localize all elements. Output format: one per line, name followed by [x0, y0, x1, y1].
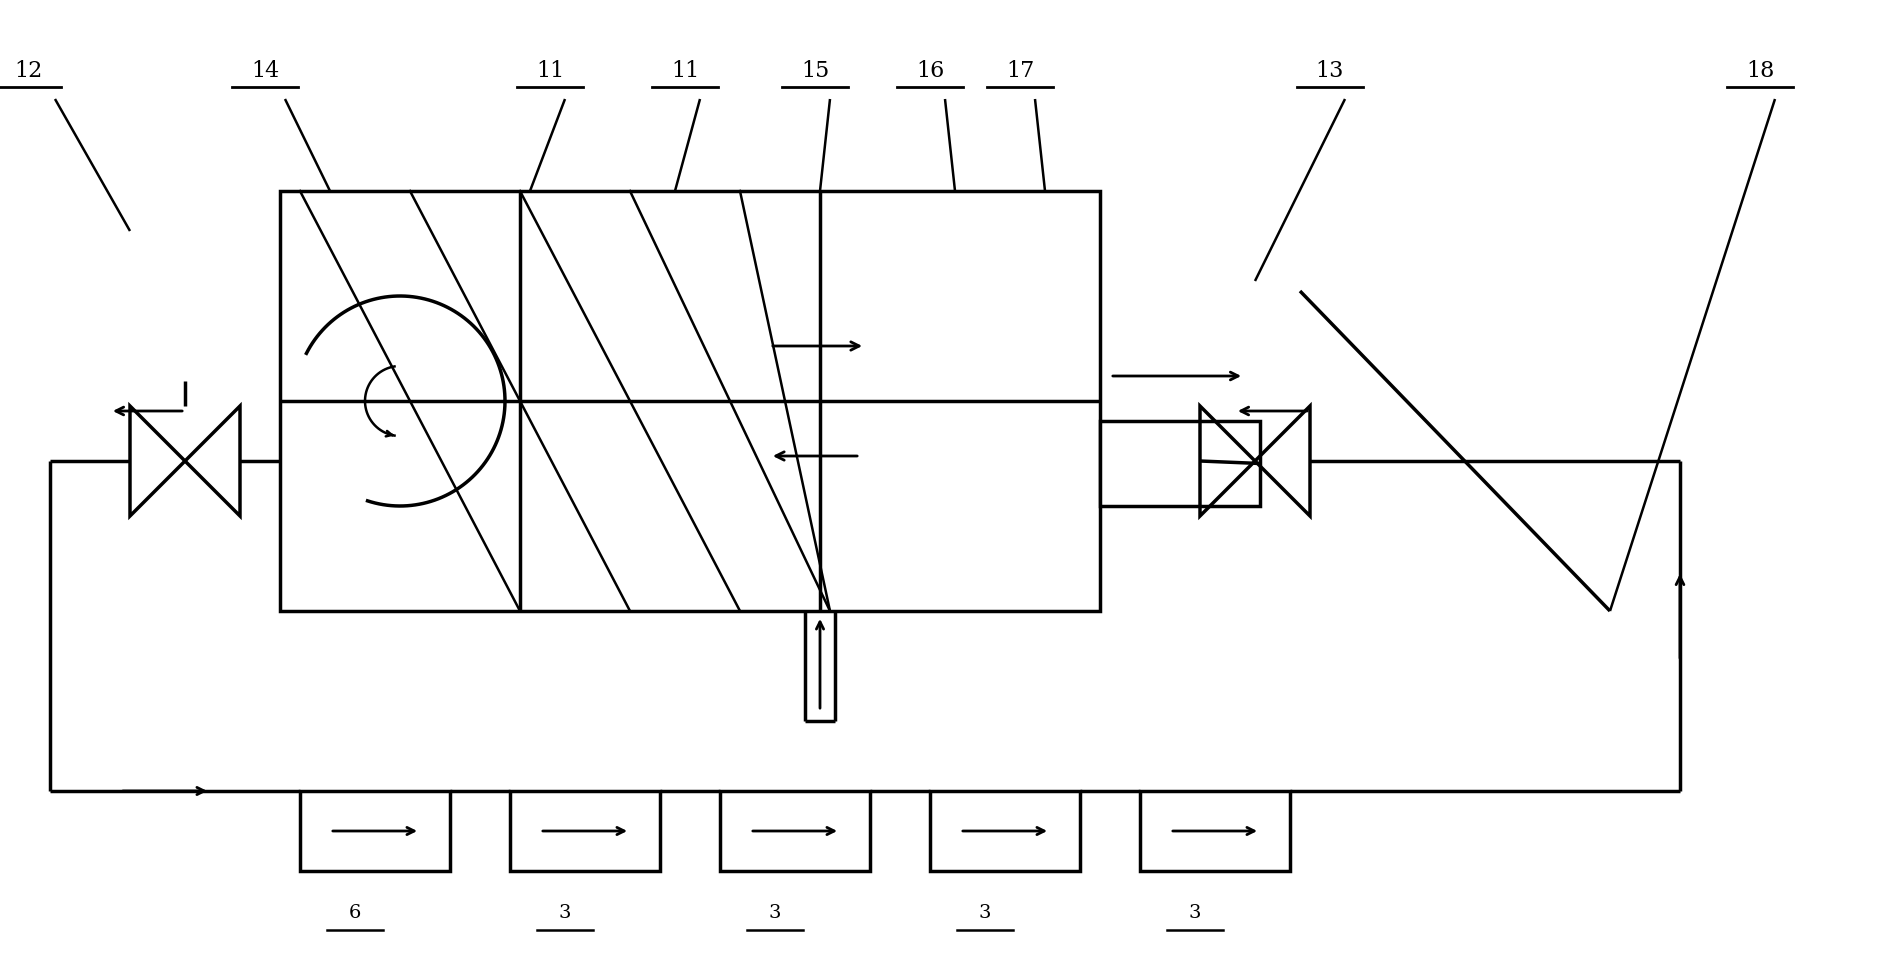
Text: 15: 15	[800, 60, 829, 82]
Text: 11: 11	[536, 60, 565, 82]
Text: 3: 3	[979, 903, 990, 921]
Text: 13: 13	[1315, 60, 1344, 82]
Text: 17: 17	[1006, 60, 1034, 82]
Bar	[930, 791, 1080, 871]
Text: 18: 18	[1745, 60, 1774, 82]
Text: 6: 6	[348, 903, 361, 921]
Text: 3: 3	[768, 903, 781, 921]
Text: 3: 3	[1188, 903, 1201, 921]
Bar	[509, 791, 660, 871]
Text: 14: 14	[251, 60, 279, 82]
Bar	[300, 791, 451, 871]
Bar	[720, 791, 871, 871]
Bar	[1141, 791, 1291, 871]
Bar	[1101, 422, 1260, 506]
Text: 3: 3	[559, 903, 570, 921]
Bar	[279, 192, 1101, 611]
Text: 16: 16	[916, 60, 945, 82]
Text: 11: 11	[671, 60, 700, 82]
Text: 12: 12	[13, 60, 42, 82]
